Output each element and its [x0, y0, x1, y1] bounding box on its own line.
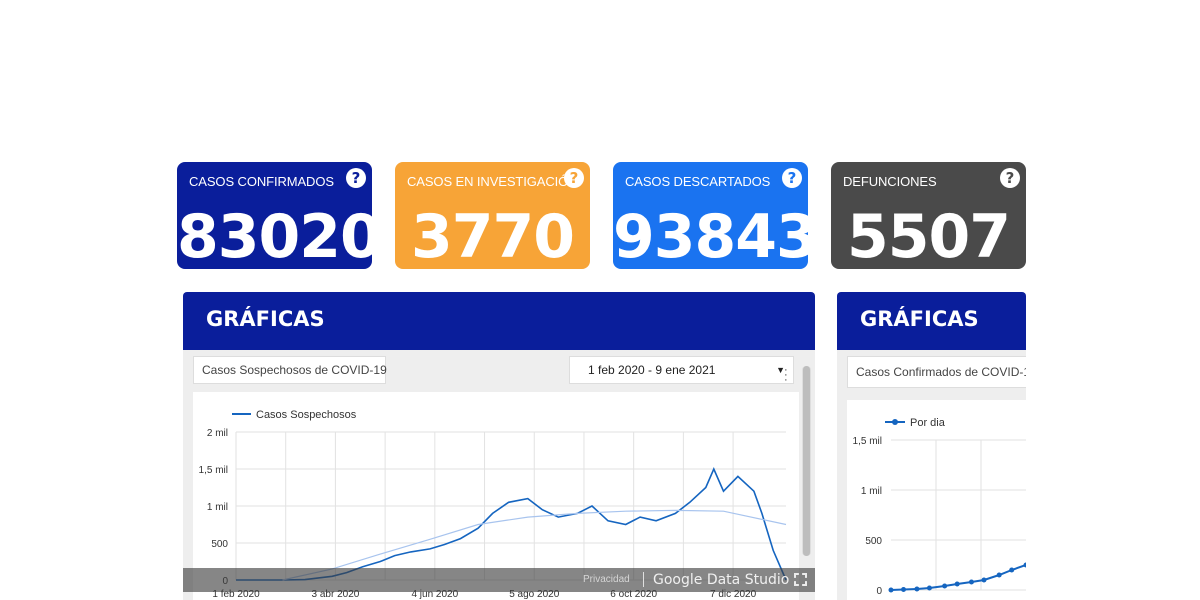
panel-title: GRÁFICAS: [837, 292, 1026, 350]
stat-value: 5507: [847, 202, 1011, 269]
data-point: [914, 586, 920, 592]
panel-title: GRÁFICAS: [183, 292, 815, 350]
report-embed: Casos Confirmados de COVID-1 0 500 1 mil 1,…: [837, 350, 1026, 600]
report-embed: Casos Sospechosos de COVID-19 1 feb 2020…: [183, 350, 815, 600]
x-tick-label: 3 abr 2020: [312, 589, 360, 600]
x-tick-label: 4 jun 2020: [411, 589, 458, 600]
legend-marker: [892, 419, 898, 425]
date-range-label: 1 feb 2020 - 9 ene 2021: [588, 363, 716, 377]
data-point: [888, 587, 894, 593]
report-footer-bar: Privacidad Google Data Studio: [183, 568, 815, 592]
stat-card-investigation: CASOS EN INVESTIGACIÓN ? 3770: [395, 162, 590, 269]
x-tick-label: 5 ago 2020: [509, 589, 559, 600]
dropdown-arrow-icon: ▼: [776, 365, 785, 375]
series-line-trend: [282, 509, 787, 581]
data-point: [942, 583, 948, 589]
stat-title: CASOS EN INVESTIGACIÓN: [407, 174, 578, 189]
data-studio-brand[interactable]: Google Data Studio: [653, 572, 790, 588]
x-tick-label: 1 feb 2020: [212, 589, 260, 600]
footer-divider: [643, 572, 644, 587]
stat-title: CASOS DESCARTADOS: [625, 174, 771, 189]
scrollbar-track[interactable]: [802, 366, 811, 556]
fullscreen-icon[interactable]: [794, 573, 807, 586]
stat-value: 93843: [613, 202, 808, 269]
y-tick-label: 500: [211, 539, 228, 550]
data-point: [981, 577, 987, 583]
y-tick-label: 1,5 mil: [853, 436, 882, 447]
question-circle-icon[interactable]: ?: [564, 168, 584, 188]
stat-value: 3770: [411, 202, 575, 269]
date-range-picker[interactable]: 1 feb 2020 - 9 ene 2021 ▼: [569, 356, 794, 384]
line-chart-area: 0 500 1 mil 1,5 mil Por dia: [847, 400, 1026, 600]
data-point: [1009, 567, 1015, 573]
graficas-panel-confirmed: GRÁFICAS Casos Confirmados de COVID-1 0 5…: [837, 292, 1026, 600]
data-point: [901, 587, 907, 592]
data-point: [926, 585, 932, 591]
x-tick-label: 7 dic 2020: [710, 589, 757, 600]
y-tick-label: 500: [865, 536, 882, 547]
stat-card-confirmed: CASOS CONFIRMADOS ? 83020: [177, 162, 372, 269]
series-line-per-day: [890, 564, 1026, 591]
question-circle-icon[interactable]: ?: [782, 168, 802, 188]
question-circle-icon[interactable]: ?: [346, 168, 366, 188]
chart-title: Casos Sospechosos de COVID-19: [193, 356, 387, 384]
line-chart-confirmed: 0 500 1 mil 1,5 mil Por dia: [853, 417, 1026, 597]
data-point: [968, 579, 974, 585]
stat-card-deaths: DEFUNCIONES ? 5507: [831, 162, 1026, 269]
data-point: [996, 572, 1002, 578]
data-point: [1023, 562, 1026, 568]
stat-title: CASOS CONFIRMADOS: [189, 174, 334, 189]
series-line-suspected: [236, 466, 787, 581]
stat-value: 83020: [177, 202, 372, 269]
privacy-link[interactable]: Privacidad: [583, 574, 630, 585]
y-tick-label: 1 mil: [207, 502, 228, 513]
y-tick-label: 0: [876, 586, 882, 597]
x-tick-label: 6 oct 2020: [610, 589, 657, 600]
stat-card-discarded: CASOS DESCARTADOS ? 93843: [613, 162, 808, 269]
y-tick-label: 2 mil: [207, 428, 228, 439]
stat-title: DEFUNCIONES: [843, 174, 937, 189]
graficas-panel-suspected: GRÁFICAS Casos Sospechosos de COVID-19 1…: [183, 292, 815, 600]
chart-title: Casos Confirmados de COVID-1: [847, 356, 1026, 388]
scrollbar-thumb[interactable]: [803, 366, 810, 556]
question-circle-icon[interactable]: ?: [1000, 168, 1020, 188]
legend-label: Por dia: [910, 417, 946, 429]
y-tick-label: 1 mil: [861, 486, 882, 497]
data-point: [954, 581, 960, 587]
y-tick-label: 1,5 mil: [199, 465, 228, 476]
legend-label: Casos Sospechosos: [256, 409, 357, 421]
more-options-icon[interactable]: · · ·: [784, 364, 788, 386]
